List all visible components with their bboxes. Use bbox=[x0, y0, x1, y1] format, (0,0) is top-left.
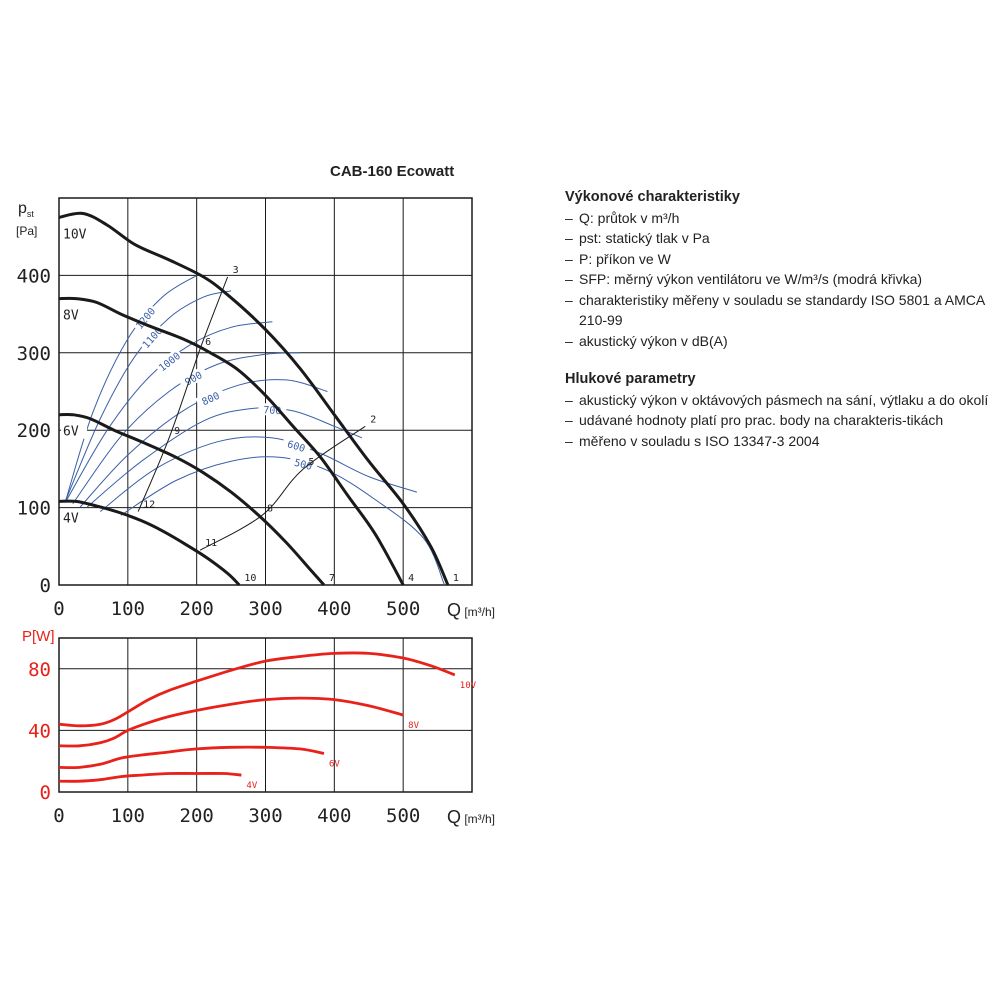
power-label-4V: 4V bbox=[246, 781, 257, 791]
pressure-grid bbox=[58, 197, 473, 586]
sfp-label-600: 600 bbox=[286, 439, 307, 455]
point-label-7: 7 bbox=[329, 573, 335, 584]
point-label-10: 10 bbox=[244, 573, 256, 584]
performance-description: Výkonové charakteristiky Q: průtok v m³/… bbox=[565, 187, 1000, 351]
sfp-label-bg bbox=[178, 365, 209, 391]
series-label-bg bbox=[61, 225, 87, 242]
power-x-axis-label: Q [m³/h] bbox=[447, 807, 495, 827]
power-label-10V: 10V bbox=[460, 681, 477, 691]
x-tick-label: 300 bbox=[248, 598, 282, 620]
point-label-5: 5 bbox=[308, 457, 314, 468]
sfp-curve-1000 bbox=[65, 321, 273, 502]
x-tick-label: 100 bbox=[111, 598, 145, 620]
pressure-curve-10V bbox=[58, 211, 450, 586]
power-x-tick-label: 300 bbox=[248, 805, 282, 827]
series-label-bg bbox=[61, 422, 87, 439]
point-label-12: 12 bbox=[143, 499, 155, 510]
sfp-curve-600 bbox=[99, 436, 418, 512]
list-item: měřeno v souladu s ISO 13347-3 2004 bbox=[565, 431, 988, 452]
y-tick-label: 300 bbox=[17, 343, 51, 365]
power-x-tick-label: 0 bbox=[53, 805, 64, 827]
series-label-bg bbox=[61, 509, 87, 526]
sfp-label-bg bbox=[131, 303, 159, 333]
chart-title: CAB-160 Ecowatt bbox=[330, 163, 455, 180]
sfp-label-700: 700 bbox=[263, 405, 282, 417]
y-axis-label: pst [Pa] bbox=[16, 200, 37, 238]
sfp-curve-700 bbox=[86, 407, 363, 508]
power-curve-6V bbox=[58, 745, 325, 770]
series-label-8V: 8V bbox=[63, 309, 79, 324]
list-item: P: příkon ve W bbox=[565, 249, 1000, 270]
sfp-curve-500 bbox=[120, 456, 445, 586]
series-label-6V: 6V bbox=[63, 425, 79, 440]
system-line-2 bbox=[199, 425, 366, 551]
y-tick-label: 0 bbox=[40, 575, 51, 597]
x-axis-label: Q [m³/h] bbox=[447, 600, 495, 620]
y-tick-label: 400 bbox=[17, 265, 51, 287]
point-label-3: 3 bbox=[233, 265, 239, 276]
sfp-label-500: 500 bbox=[293, 458, 313, 473]
power-x-tick-label: 500 bbox=[386, 805, 420, 827]
power-curves: 10V 8V 6V 4V bbox=[58, 651, 477, 791]
list-item: pst: statický tlak v Pa bbox=[565, 228, 1000, 249]
performance-heading: Výkonové charakteristiky bbox=[565, 189, 740, 205]
power-label-8V: 8V bbox=[408, 721, 419, 731]
pressure-curve-8V bbox=[58, 296, 405, 586]
sfp-label-bg bbox=[154, 347, 184, 375]
power-axes: 0 100 200 300 400 500 0 40 80 P[W] Q [m³/h] bbox=[22, 628, 495, 827]
noise-description: Hlukové parametry akustický výkon v oktá… bbox=[565, 369, 988, 451]
performance-list: Q: průtok v m³/h pst: statický tlak v Pa… bbox=[565, 208, 1000, 352]
series-label-bg bbox=[61, 306, 87, 323]
power-curve-8V bbox=[58, 696, 404, 748]
pressure-axes: 0 100 200 300 400 500 0 100 200 300 400 pst [Pa] Q [m… bbox=[16, 200, 495, 620]
power-curve-10V bbox=[58, 651, 456, 728]
power-y-tick-label: 40 bbox=[28, 720, 51, 742]
x-tick-label: 0 bbox=[53, 598, 64, 620]
list-item: Q: průtok v m³/h bbox=[565, 208, 1000, 229]
list-item: udávané hodnoty platí pro prac. body na … bbox=[565, 410, 988, 431]
system-lines bbox=[137, 276, 366, 551]
list-item: akustický výkon v dB(A) bbox=[565, 331, 1000, 352]
point-label-4: 4 bbox=[408, 573, 414, 584]
sfp-label-bg bbox=[281, 435, 312, 456]
noise-heading: Hlukové parametry bbox=[565, 371, 696, 387]
sfp-label-bg bbox=[195, 386, 226, 410]
power-x-tick-label: 400 bbox=[317, 805, 351, 827]
x-tick-label: 200 bbox=[180, 598, 214, 620]
x-tick-label: 400 bbox=[317, 598, 351, 620]
list-item: charakteristiky měřeny v souladu se stan… bbox=[565, 290, 1000, 331]
point-label-11: 11 bbox=[205, 538, 217, 549]
series-label-4V: 4V bbox=[63, 511, 79, 526]
y-tick-label: 100 bbox=[17, 498, 51, 520]
pressure-curve-4V bbox=[58, 499, 241, 587]
system-line-1 bbox=[137, 276, 229, 512]
list-item: SFP: měrný výkon ventilátoru ve W/m³/s (… bbox=[565, 269, 1000, 290]
sfp-curve-1200 bbox=[65, 274, 197, 501]
power-x-tick-label: 200 bbox=[180, 805, 214, 827]
pressure-curves: 10V 8V 6V 4V bbox=[58, 211, 450, 587]
power-curve-4V bbox=[58, 772, 242, 783]
power-y-axis-label: P[W] bbox=[22, 628, 55, 645]
point-label-9: 9 bbox=[174, 426, 180, 437]
noise-list: akustický výkon v oktávových pásmech na … bbox=[565, 390, 988, 452]
pressure-curve-6V bbox=[58, 412, 326, 586]
x-tick-label: 500 bbox=[386, 598, 420, 620]
point-label-8: 8 bbox=[267, 503, 273, 514]
power-x-tick-label: 100 bbox=[111, 805, 145, 827]
point-label-1: 1 bbox=[453, 573, 459, 584]
point-label-2: 2 bbox=[370, 414, 376, 425]
series-label-10V: 10V bbox=[63, 227, 87, 242]
power-y-tick-label: 0 bbox=[40, 782, 51, 804]
y-tick-label: 200 bbox=[17, 420, 51, 442]
power-y-tick-label: 80 bbox=[28, 659, 51, 681]
power-label-6V: 6V bbox=[329, 760, 340, 770]
sfp-label-bg bbox=[288, 454, 319, 474]
list-item: akustický výkon v oktávových pásmech na … bbox=[565, 390, 988, 411]
point-label-6: 6 bbox=[205, 337, 211, 348]
